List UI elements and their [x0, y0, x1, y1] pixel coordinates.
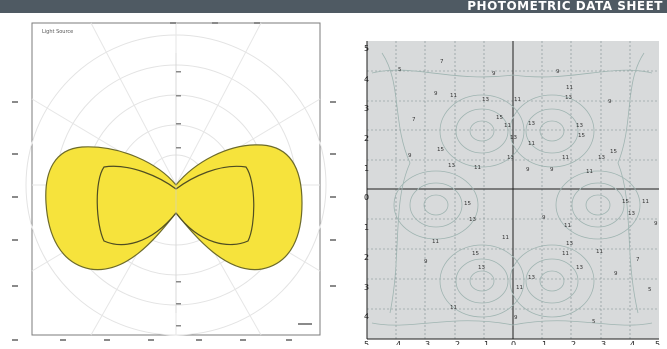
contour-value-label: 15 — [472, 251, 479, 257]
contour-value-label: 15 — [578, 133, 585, 139]
contour-value-label: 9 — [654, 221, 658, 227]
contour-value-label: 15 — [437, 147, 444, 153]
contour-value-label: 5 — [398, 67, 402, 73]
contour-value-label: 11 — [504, 123, 511, 129]
contour-value-label: 11 — [432, 239, 439, 245]
axis-label-bottom-2: 2 — [455, 340, 460, 345]
contour-value-label: 9 — [408, 153, 412, 159]
contour-value-label: 13 — [528, 121, 535, 127]
contour-value-label: 11 — [516, 285, 523, 291]
contour-value-label: 5 — [592, 319, 596, 325]
isolux-diagram: 5 4 3 2 1 0 1 2 3 4 5 4 3 2 1 0 1 2 3 4 … — [364, 41, 660, 349]
contour-value-label: 7 — [636, 257, 640, 263]
axis-label-left-0: 0 — [364, 193, 369, 202]
polar-legend-label: Light Source — [42, 29, 73, 35]
axis-label-left-1: 1 — [364, 164, 369, 173]
contour-value-label: 11 — [450, 93, 457, 99]
isolux-contours — [371, 52, 653, 326]
contour-value-label: 5 — [648, 287, 652, 293]
axis-label-left-3b: 3 — [364, 283, 369, 292]
contour-value-label: 11 — [596, 249, 603, 255]
contour-value-label: 11 — [474, 165, 481, 171]
axis-label-left-2b: 2 — [364, 253, 369, 262]
contour-value-label: 11 — [502, 235, 509, 241]
contour-value-label: 13 — [628, 211, 635, 217]
contour-value-label: 15 — [622, 199, 629, 205]
contour-value-label: 11 — [564, 223, 571, 229]
contour-value-label: 9 — [514, 315, 518, 321]
contour-value-label: 7 — [440, 59, 444, 65]
contour-value-label: 13 — [598, 155, 605, 161]
axis-label-bottom-5-right: 5 — [655, 340, 660, 345]
contour-value-label: 11 — [514, 97, 521, 103]
polar-diagram-panel: Light Source — [0, 13, 348, 345]
contour-value-label: 13 — [510, 135, 517, 141]
contour-value-label: 9 — [424, 259, 428, 265]
axis-label-bottom-2b: 2 — [571, 340, 576, 345]
axis-label-bottom-3b: 3 — [601, 340, 606, 345]
axis-label-bottom-4: 4 — [396, 340, 401, 345]
isolux-axes — [366, 41, 659, 340]
contour-value-label: 9 — [550, 167, 554, 173]
contour-value-label: 9 — [434, 91, 438, 97]
contour-value-label: 15 — [610, 149, 617, 155]
contour-value-label: 11 — [528, 141, 535, 147]
contour-value-label: 11 — [562, 155, 569, 161]
polar-outer-ticks — [12, 22, 336, 341]
contour-value-label: 11 — [566, 85, 573, 91]
header-title: PHOTOMETRIC DATA SHEET — [467, 0, 663, 13]
contour-value-label: 13 — [528, 275, 535, 281]
axis-label-bottom-3: 3 — [425, 340, 430, 345]
contour-value-label: 15 — [496, 115, 503, 121]
contour-value-label: 9 — [492, 71, 496, 77]
axis-label-left-5-top: 5 — [364, 44, 369, 53]
contour-value-label: 15 — [464, 201, 471, 207]
contour-value-label: 11 — [450, 305, 457, 311]
contour-value-label: 13 — [448, 163, 455, 169]
axis-label-bottom-5-left: 5 — [364, 340, 369, 345]
contour-value-label: 9 — [556, 69, 560, 75]
axis-label-left-4: 4 — [364, 75, 369, 84]
contour-value-label: 13 — [482, 97, 489, 103]
contour-value-label: 9 — [542, 215, 546, 221]
contour-value-label: 13 — [507, 155, 514, 161]
axis-label-left-1b: 1 — [364, 223, 369, 232]
contour-value-label: 13 — [576, 265, 583, 271]
polar-diagram: Light Source — [12, 22, 336, 341]
axis-label-bottom-1b: 1 — [542, 340, 547, 345]
isolux-value-labels: 7 5 9 9 11 13 11 15 11 13 9 7 9 11 13 13… — [398, 59, 658, 325]
contour-value-label: 13 — [469, 217, 476, 223]
contour-value-label: 13 — [576, 123, 583, 129]
contour-value-label: 11 — [586, 169, 593, 175]
axis-label-bottom-0: 0 — [511, 340, 516, 345]
contour-value-label: 11 — [642, 199, 649, 205]
contour-value-label: 7 — [412, 117, 416, 123]
contour-value-label: 9 — [608, 99, 612, 105]
axis-label-bottom-4b: 4 — [630, 340, 635, 345]
isolux-panel: 5 4 3 2 1 0 1 2 3 4 5 4 3 2 1 0 1 2 3 4 … — [352, 13, 667, 349]
contour-value-label: 13 — [566, 241, 573, 247]
axis-label-left-4b: 4 — [364, 312, 369, 321]
header-bar: PHOTOMETRIC DATA SHEET — [0, 0, 667, 13]
contour-value-label: 13 — [565, 95, 572, 101]
axis-label-left-2: 2 — [364, 134, 369, 143]
contour-value-label: 11 — [562, 251, 569, 257]
contour-value-label: 9 — [614, 271, 618, 277]
axis-label-left-3: 3 — [364, 104, 369, 113]
axis-label-bottom-1: 1 — [484, 340, 489, 345]
contour-value-label: 9 — [526, 167, 530, 173]
contour-value-label: 13 — [478, 265, 485, 271]
